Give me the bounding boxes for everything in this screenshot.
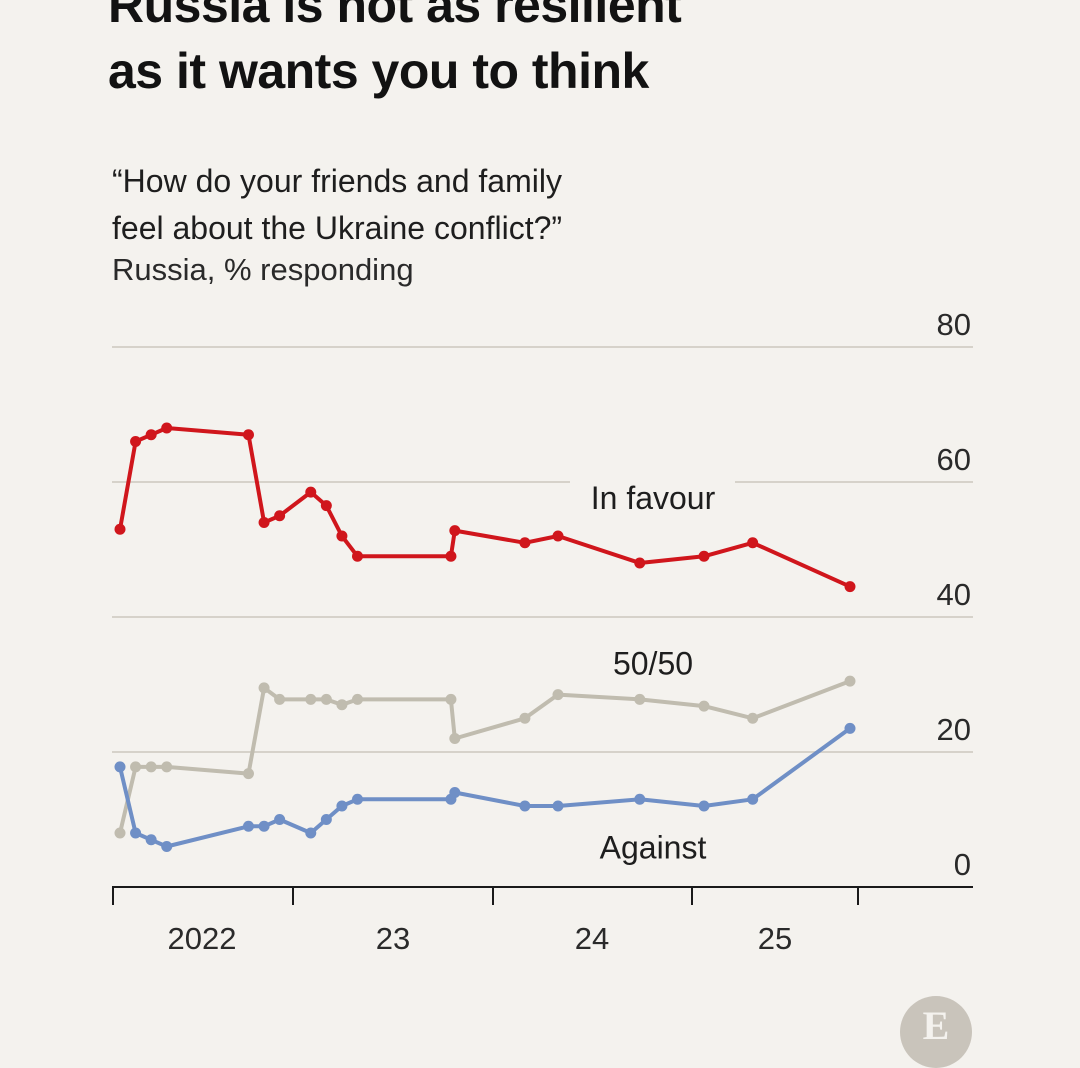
data-point-50-50-2: [145, 761, 157, 773]
data-point-in-favour-11: [445, 550, 457, 562]
data-point-in-favour-9: [336, 530, 348, 542]
data-point-in-favour-15: [634, 557, 646, 569]
data-point-against-6: [274, 814, 286, 825]
unit-label: Russia, % responding: [112, 252, 414, 287]
data-point-50-50-9: [336, 699, 348, 711]
data-point-50-50-11: [445, 693, 457, 705]
data-point-against-2: [145, 834, 157, 846]
x-tick-label-23: 23: [376, 921, 410, 956]
publisher-logo: E: [900, 996, 972, 1068]
data-point-in-favour-10: [351, 550, 363, 562]
data-point-in-favour-4: [242, 429, 254, 441]
data-point-50-50-14: [552, 689, 564, 701]
data-point-50-50-3: [161, 761, 173, 773]
data-point-in-favour-8: [320, 500, 332, 512]
data-point-against-18: [844, 722, 856, 734]
data-point-50-50-0: [114, 827, 126, 839]
y-tick-label-20: 20: [937, 712, 971, 747]
data-point-against-7: [305, 827, 317, 839]
data-point-50-50-5: [258, 682, 270, 694]
data-point-50-50-4: [242, 768, 254, 780]
data-point-50-50-12: [449, 733, 461, 744]
series-label-in-favour: In favour: [591, 480, 716, 516]
data-point-50-50-8: [320, 693, 332, 705]
data-point-against-16: [698, 800, 710, 812]
y-tick-label-80: 80: [937, 307, 971, 342]
y-tick-label-60: 60: [937, 442, 971, 477]
data-point-against-4: [242, 820, 254, 832]
chart-subtitle: “How do your friends and family feel abo…: [112, 158, 812, 252]
y-tick-label-40: 40: [937, 577, 971, 612]
x-tick-label-25: 25: [758, 921, 792, 956]
data-point-50-50-7: [305, 693, 317, 705]
data-point-in-favour-2: [145, 429, 157, 441]
data-point-against-1: [130, 827, 142, 839]
data-point-in-favour-16: [698, 550, 710, 562]
data-point-in-favour-14: [552, 530, 564, 542]
data-point-50-50-6: [274, 693, 286, 705]
subtitle-line-2: feel about the Ukraine conflict?”: [112, 210, 563, 246]
data-point-50-50-17: [747, 712, 759, 724]
data-point-in-favour-7: [305, 486, 317, 498]
headline-line-2: as it wants you to think: [108, 43, 649, 99]
headline: Russia is not as resilient as it wants y…: [108, 0, 1008, 104]
data-point-against-15: [634, 793, 646, 805]
data-point-50-50-18: [844, 675, 856, 687]
data-point-against-9: [336, 800, 348, 812]
data-point-against-5: [258, 820, 270, 832]
line-chart: 0 20 40 60 80 2022 23 24 25 In favour 50/50 Against: [112, 307, 973, 956]
series-line-50-50: [118, 679, 852, 835]
data-point-in-favour-1: [130, 436, 142, 447]
data-point-50-50-1: [130, 761, 142, 773]
series-label-50-50: 50/50: [613, 645, 693, 681]
data-point-against-14: [552, 800, 564, 812]
data-point-in-favour-13: [519, 537, 531, 549]
data-point-in-favour-12: [449, 525, 461, 537]
data-point-in-favour-6: [274, 510, 286, 522]
subtitle-line-1: “How do your friends and family: [112, 163, 562, 199]
data-point-against-0: [114, 761, 126, 773]
series-label-against: Against: [600, 830, 707, 866]
y-tick-label-0: 0: [954, 847, 971, 882]
data-point-50-50-10: [351, 693, 363, 705]
data-point-against-13: [519, 800, 531, 812]
data-point-in-favour-17: [747, 537, 759, 549]
data-point-against-12: [449, 787, 461, 798]
data-point-against-3: [161, 841, 173, 852]
data-point-in-favour-3: [161, 422, 173, 434]
headline-line-1: Russia is not as resilient: [108, 0, 682, 33]
data-point-50-50-13: [519, 712, 531, 724]
series-line-in-favour: [118, 426, 852, 589]
data-point-in-favour-0: [114, 523, 126, 535]
x-tick-label-2022: 2022: [168, 921, 237, 956]
data-point-in-favour-5: [258, 517, 270, 528]
data-point-50-50-15: [634, 693, 646, 705]
series-line-against: [118, 726, 852, 849]
data-point-against-8: [320, 814, 332, 825]
data-point-against-10: [351, 793, 363, 805]
data-point-against-17: [747, 793, 759, 805]
x-tick-label-24: 24: [575, 921, 609, 956]
data-point-50-50-16: [698, 700, 710, 712]
data-point-in-favour-18: [844, 581, 856, 593]
series-label-bg-in-favour: [570, 479, 735, 523]
